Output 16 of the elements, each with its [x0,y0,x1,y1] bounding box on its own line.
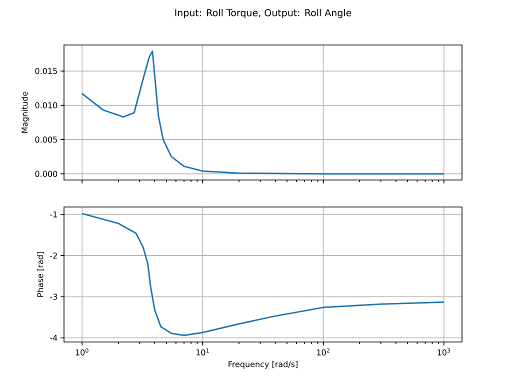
y-tick-label: 0.010 [35,102,58,108]
x-tick-label: 10$^{3}$ [438,348,450,356]
y-tick-label: -2 [50,252,57,259]
y-tick-label: -1 [50,211,57,218]
y-tick-label: -3 [50,294,58,300]
chart-title: Input: Roll Torque, Output: Roll Angle [175,8,352,18]
x-tick-label: 10$^{0}$ [76,348,88,356]
x-axis-title: Frequency [rad/s] [228,360,298,369]
y-tick-label: 0.005 [35,136,57,143]
y-axis-title: Magnitude [21,92,30,133]
y-tick-label: 0.015 [35,68,57,74]
y-tick-label: -4 [50,334,58,341]
x-tick-label: 10$^{1}$ [196,348,209,356]
y-tick-label: 0.000 [35,170,58,177]
x-tick-label: 10$^{2}$ [317,348,330,356]
y-axis-title: Phase [rad] [37,252,44,297]
